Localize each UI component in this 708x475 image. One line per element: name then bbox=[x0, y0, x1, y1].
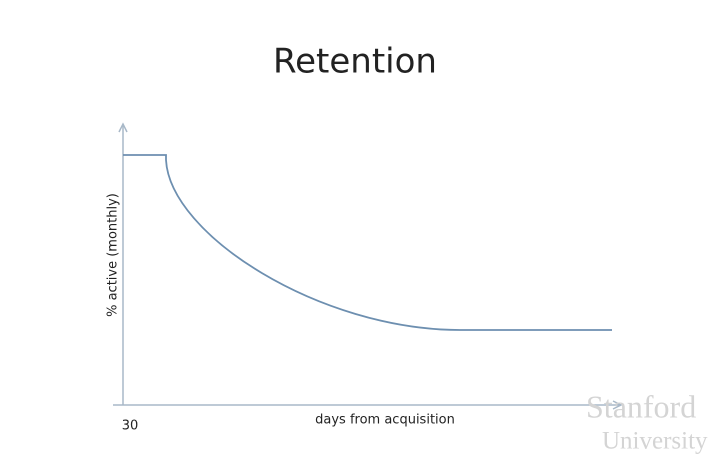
watermark: University bbox=[602, 428, 708, 455]
watermark: Stanford bbox=[586, 388, 696, 424]
y-axis-label: % active (monthly) bbox=[106, 193, 121, 317]
y-axis-arrow bbox=[118, 122, 128, 133]
x-tick-label: 30 bbox=[122, 419, 139, 434]
slide-title: Retention bbox=[273, 42, 437, 82]
x-axis-arrow bbox=[612, 400, 623, 410]
x-axis-label: days from acquisition bbox=[315, 413, 455, 428]
retention-curve bbox=[123, 154, 612, 331]
